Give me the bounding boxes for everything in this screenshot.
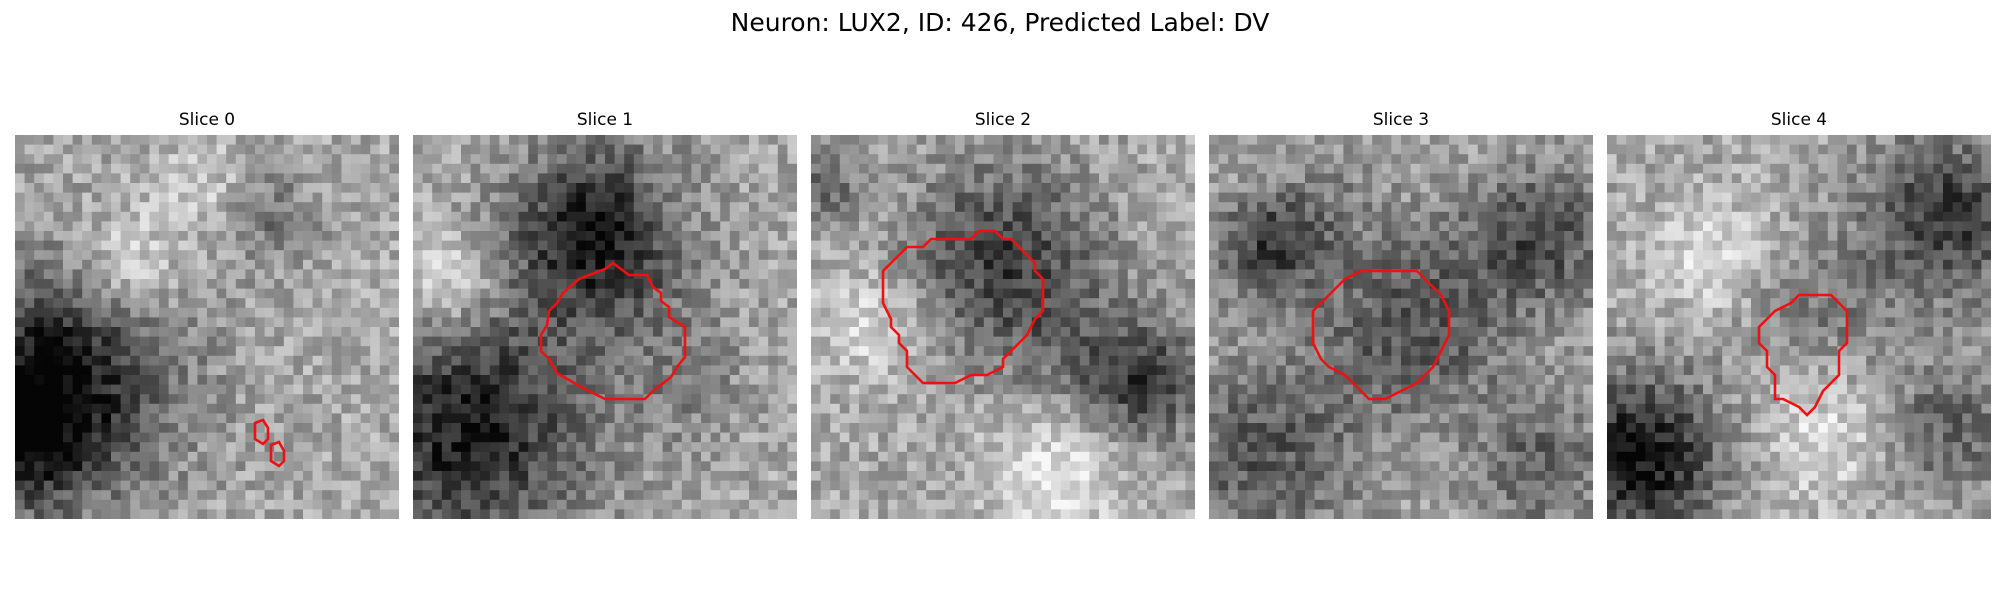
roi-contour: [539, 261, 687, 401]
roi-contour: [1757, 293, 1849, 417]
slice-image: [413, 135, 797, 519]
panel-slice-2: Slice 2: [811, 108, 1195, 519]
roi-contour: [1311, 269, 1451, 401]
slice-title: Slice 0: [178, 110, 236, 130]
slice-image: [15, 135, 399, 519]
panel-slice-0: Slice 0: [15, 108, 399, 519]
panel-slice-3: Slice 3: [1209, 108, 1593, 519]
panel-slice-1: Slice 1: [413, 108, 797, 519]
slice-title: Slice 1: [576, 110, 634, 130]
slice-image: [811, 135, 1195, 519]
panel-slice-4: Slice 4: [1607, 108, 1991, 519]
slice-title: Slice 2: [974, 110, 1032, 130]
slice-title: Slice 3: [1372, 110, 1430, 130]
pixel-grid: [811, 135, 1195, 519]
slice-image: [1607, 135, 1991, 519]
slice-title: Slice 4: [1770, 110, 1828, 130]
figure-title: Neuron: LUX2, ID: 426, Predicted Label: …: [730, 8, 1270, 37]
pixel-grid: [1607, 135, 1991, 519]
pixel-grid: [1209, 135, 1593, 519]
pixel-grid: [15, 135, 399, 519]
pixel-grid: [413, 135, 797, 519]
roi-contour: [881, 229, 1045, 385]
slice-image: [1209, 135, 1593, 519]
roi-contour: [253, 418, 286, 468]
